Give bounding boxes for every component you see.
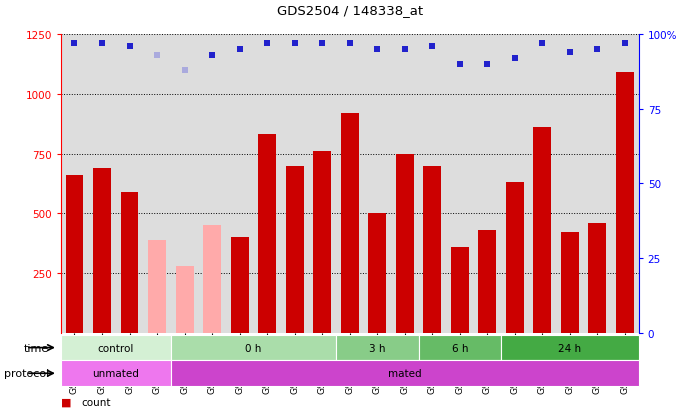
- Bar: [341, 114, 359, 333]
- Text: 24 h: 24 h: [558, 343, 581, 353]
- Text: protocol: protocol: [4, 368, 49, 378]
- Bar: [176, 266, 193, 333]
- Bar: [369, 214, 386, 333]
- Bar: [501, 335, 639, 361]
- Bar: [171, 361, 639, 386]
- Bar: [61, 335, 171, 361]
- Text: 0 h: 0 h: [245, 343, 262, 353]
- Bar: [451, 247, 469, 333]
- Bar: [616, 73, 634, 333]
- Text: 3 h: 3 h: [369, 343, 385, 353]
- Text: mated: mated: [388, 368, 422, 378]
- Bar: [396, 154, 414, 333]
- Text: GDS2504 / 148338_at: GDS2504 / 148338_at: [276, 4, 423, 17]
- Bar: [203, 225, 221, 333]
- Bar: [121, 192, 138, 333]
- Bar: [561, 233, 579, 333]
- Bar: [478, 230, 496, 333]
- Bar: [61, 361, 171, 386]
- Bar: [148, 240, 166, 333]
- Text: 6 h: 6 h: [452, 343, 468, 353]
- Bar: [533, 128, 551, 333]
- Text: count: count: [82, 396, 111, 407]
- Text: control: control: [98, 343, 134, 353]
- Bar: [285, 166, 304, 333]
- Text: ■: ■: [61, 396, 71, 407]
- Bar: [336, 335, 419, 361]
- Text: time: time: [24, 343, 49, 353]
- Bar: [419, 335, 501, 361]
- Bar: [258, 135, 276, 333]
- Bar: [313, 152, 331, 333]
- Bar: [66, 176, 84, 333]
- Bar: [588, 223, 607, 333]
- Bar: [506, 183, 524, 333]
- Text: unmated: unmated: [92, 368, 139, 378]
- Bar: [93, 169, 111, 333]
- Bar: [230, 237, 248, 333]
- Bar: [423, 166, 441, 333]
- Bar: [171, 335, 336, 361]
